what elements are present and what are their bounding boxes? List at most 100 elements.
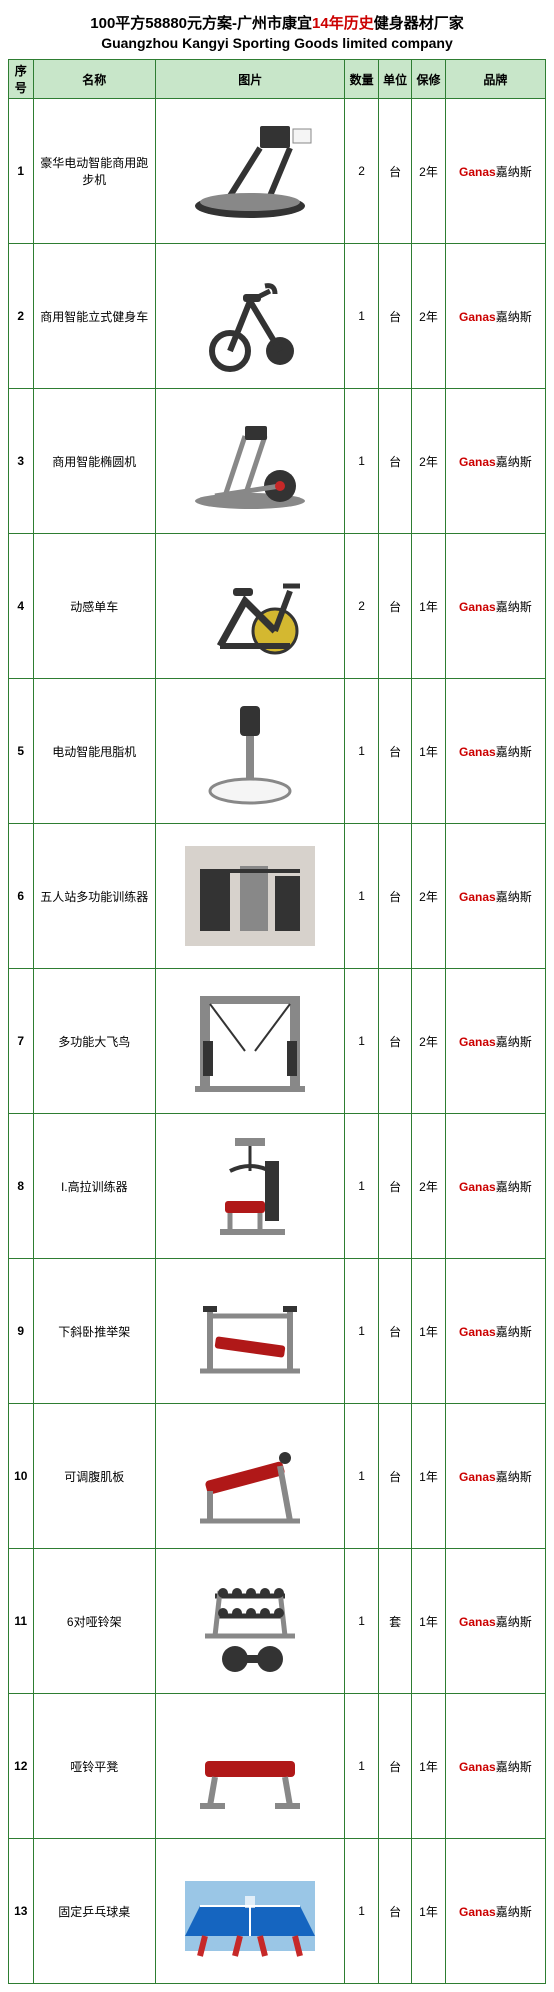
cell-image (156, 1259, 345, 1404)
cell-name: 商用智能椭圆机 (33, 389, 156, 534)
cell-unit: 套 (378, 1549, 411, 1694)
equipment-icon (158, 1121, 342, 1251)
cell-idx: 12 (9, 1694, 34, 1839)
cell-unit: 台 (378, 534, 411, 679)
cell-name: 动感单车 (33, 534, 156, 679)
col-header-warranty: 保修 (412, 60, 445, 99)
cell-image (156, 1549, 345, 1694)
cell-warranty: 1年 (412, 1694, 445, 1839)
table-row: 8 I.高拉训练器 1 台 2年 Ganas嘉纳斯 (9, 1114, 546, 1259)
cell-warranty: 1年 (412, 679, 445, 824)
col-header-idx: 序号 (9, 60, 34, 99)
cell-warranty: 2年 (412, 244, 445, 389)
cell-warranty: 2年 (412, 824, 445, 969)
cell-qty: 1 (345, 1839, 378, 1984)
cell-idx: 4 (9, 534, 34, 679)
table-row: 5 电动智能甩脂机 1 台 1年 Ganas嘉纳斯 (9, 679, 546, 824)
equipment-icon (158, 396, 342, 526)
equipment-icon (158, 106, 342, 236)
table-row: 12 哑铃平凳 1 台 1年 Ganas嘉纳斯 (9, 1694, 546, 1839)
cell-brand: Ganas嘉纳斯 (445, 1259, 545, 1404)
cell-unit: 台 (378, 1114, 411, 1259)
cell-name: 固定乒乓球桌 (33, 1839, 156, 1984)
table-row: 13 固定乒乓球桌 1 台 1年 Ganas嘉纳斯 (9, 1839, 546, 1984)
table-row: 1 豪华电动智能商用跑步机 2 台 2年 Ganas嘉纳斯 (9, 99, 546, 244)
cell-image (156, 679, 345, 824)
cell-warranty: 1年 (412, 534, 445, 679)
cell-unit: 台 (378, 389, 411, 534)
cell-warranty: 2年 (412, 389, 445, 534)
equipment-icon (158, 1701, 342, 1831)
cell-idx: 11 (9, 1549, 34, 1694)
cell-name: 豪华电动智能商用跑步机 (33, 99, 156, 244)
cell-brand: Ganas嘉纳斯 (445, 389, 545, 534)
equipment-icon (158, 1411, 342, 1541)
cell-qty: 1 (345, 1549, 378, 1694)
equipment-icon (158, 1556, 342, 1686)
table-row: 9 下斜卧推举架 1 台 1年 Ganas嘉纳斯 (9, 1259, 546, 1404)
table-row: 2 商用智能立式健身车 1 台 2年 Ganas嘉纳斯 (9, 244, 546, 389)
cell-idx: 2 (9, 244, 34, 389)
cell-unit: 台 (378, 824, 411, 969)
cell-brand: Ganas嘉纳斯 (445, 1839, 545, 1984)
cell-brand: Ganas嘉纳斯 (445, 679, 545, 824)
cell-warranty: 2年 (412, 1114, 445, 1259)
cell-idx: 3 (9, 389, 34, 534)
cell-idx: 9 (9, 1259, 34, 1404)
equipment-table: 序号 名称 图片 数量 单位 保修 品牌 1 豪华电动智能商用跑步机 2 台 2… (8, 59, 546, 1984)
cell-qty: 1 (345, 1114, 378, 1259)
cell-unit: 台 (378, 679, 411, 824)
cell-unit: 台 (378, 1839, 411, 1984)
cell-warranty: 1年 (412, 1259, 445, 1404)
cell-image (156, 1694, 345, 1839)
cell-brand: Ganas嘉纳斯 (445, 1114, 545, 1259)
table-row: 3 商用智能椭圆机 1 台 2年 Ganas嘉纳斯 (9, 389, 546, 534)
equipment-icon (158, 251, 342, 381)
equipment-icon (158, 831, 342, 961)
table-row: 4 动感单车 2 台 1年 Ganas嘉纳斯 (9, 534, 546, 679)
col-header-name: 名称 (33, 60, 156, 99)
table-row: 10 可调腹肌板 1 台 1年 Ganas嘉纳斯 (9, 1404, 546, 1549)
cell-brand: Ganas嘉纳斯 (445, 969, 545, 1114)
cell-name: 电动智能甩脂机 (33, 679, 156, 824)
equipment-icon (158, 976, 342, 1106)
cell-name: 可调腹肌板 (33, 1404, 156, 1549)
col-header-brand: 品牌 (445, 60, 545, 99)
cell-brand: Ganas嘉纳斯 (445, 1404, 545, 1549)
equipment-icon (158, 541, 342, 671)
cell-idx: 7 (9, 969, 34, 1114)
cell-qty: 2 (345, 99, 378, 244)
table-row: 6 五人站多功能训练器 1 台 2年 Ganas嘉纳斯 (9, 824, 546, 969)
cell-image (156, 99, 345, 244)
cell-name: 五人站多功能训练器 (33, 824, 156, 969)
cell-name: 6对哑铃架 (33, 1549, 156, 1694)
cell-image (156, 1839, 345, 1984)
cell-name: 商用智能立式健身车 (33, 244, 156, 389)
cell-image (156, 969, 345, 1114)
cell-image (156, 1404, 345, 1549)
cell-idx: 8 (9, 1114, 34, 1259)
cell-image (156, 1114, 345, 1259)
title-post: 健身器材厂家 (374, 15, 464, 32)
cell-idx: 6 (9, 824, 34, 969)
cell-warranty: 2年 (412, 99, 445, 244)
cell-name: I.高拉训练器 (33, 1114, 156, 1259)
cell-brand: Ganas嘉纳斯 (445, 1694, 545, 1839)
cell-qty: 1 (345, 1694, 378, 1839)
col-header-image: 图片 (156, 60, 345, 99)
cell-unit: 台 (378, 1259, 411, 1404)
cell-idx: 13 (9, 1839, 34, 1984)
cell-idx: 5 (9, 679, 34, 824)
cell-unit: 台 (378, 99, 411, 244)
cell-brand: Ganas嘉纳斯 (445, 99, 545, 244)
table-row: 7 多功能大飞鸟 1 台 2年 Ganas嘉纳斯 (9, 969, 546, 1114)
cell-warranty: 1年 (412, 1839, 445, 1984)
col-header-qty: 数量 (345, 60, 378, 99)
cell-unit: 台 (378, 244, 411, 389)
cell-unit: 台 (378, 1694, 411, 1839)
cell-qty: 1 (345, 1404, 378, 1549)
title-pre: 100平方58880元方案-广州市康宜 (90, 15, 312, 32)
cell-qty: 1 (345, 824, 378, 969)
cell-brand: Ganas嘉纳斯 (445, 1549, 545, 1694)
title-red: 14年历史 (312, 15, 374, 32)
